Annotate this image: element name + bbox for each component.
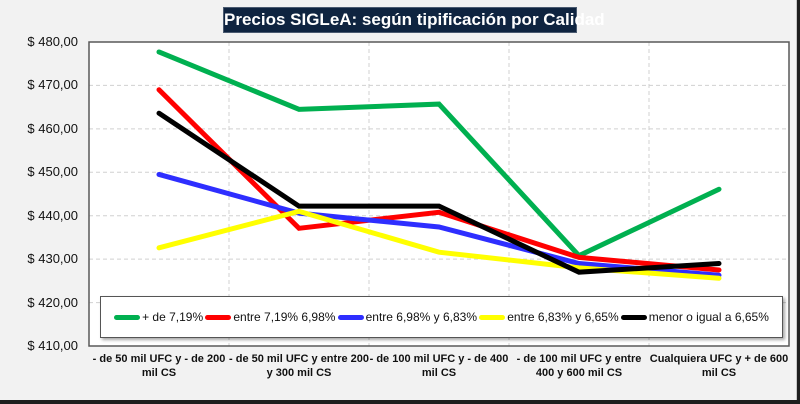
legend: + de 7,19% entre 7,19% 6,98% entre 6,98% y… <box>100 296 783 338</box>
plot-background <box>89 42 789 346</box>
series-line-1 <box>156 87 722 273</box>
legend-item: entre 6,98% y 6,83% <box>337 310 478 324</box>
x-tick-label: - de 50 mil UFC y entre 200 y 300 mil CS <box>229 353 369 379</box>
legend-swatch <box>620 314 647 320</box>
legend-swatch <box>114 314 141 320</box>
legend-label: entre 7,19% 6,98% <box>233 310 336 324</box>
x-tick-label: - de 50 mil UFC y - de 200 mil CS <box>92 353 226 379</box>
legend-label: + de 7,19% <box>142 310 204 324</box>
legend-swatch <box>205 314 232 320</box>
y-tick-label: $ 460,00 <box>27 120 78 136</box>
legend-item: + de 7,19% <box>114 310 203 324</box>
x-tick-label: Cualquiera UFC y + de 600 mil CS <box>649 353 789 379</box>
y-tick-label: $ 440,00 <box>27 207 78 223</box>
y-tick-label: $ 420,00 <box>27 294 78 310</box>
legend-swatch <box>337 314 364 320</box>
legend-item: menor o igual a 6,65% <box>620 310 769 324</box>
y-tick-label: $ 450,00 <box>27 164 78 180</box>
plot-border <box>88 41 790 347</box>
chart-title: Precios SIGLeA: según tipificación por C… <box>223 7 605 33</box>
series-line-0 <box>156 49 722 259</box>
y-tick-label: $ 430,00 <box>27 251 78 267</box>
x-tick-label: - de 100 mil UFC y entre 400 y 600 mil C… <box>516 353 642 379</box>
legend-label: entre 6,98% y 6,83% <box>365 310 478 324</box>
y-tick-label: $ 480,00 <box>27 34 78 49</box>
series-line-4 <box>156 110 722 275</box>
legend-item: entre 7,19% 6,98% <box>205 310 335 324</box>
y-tick-label: $ 470,00 <box>27 77 78 93</box>
y-tick-label: $ 410,00 <box>27 338 78 353</box>
legend-label: menor o igual a 6,65% <box>648 310 769 324</box>
legend-item: entre 6,83% y 6,65% <box>479 310 619 324</box>
x-tick-label: - de 100 mil UFC y - de 400 mil CS <box>369 353 509 379</box>
legend-label: entre 6,83% y 6,65% <box>507 310 619 324</box>
legend-swatch <box>479 314 506 320</box>
